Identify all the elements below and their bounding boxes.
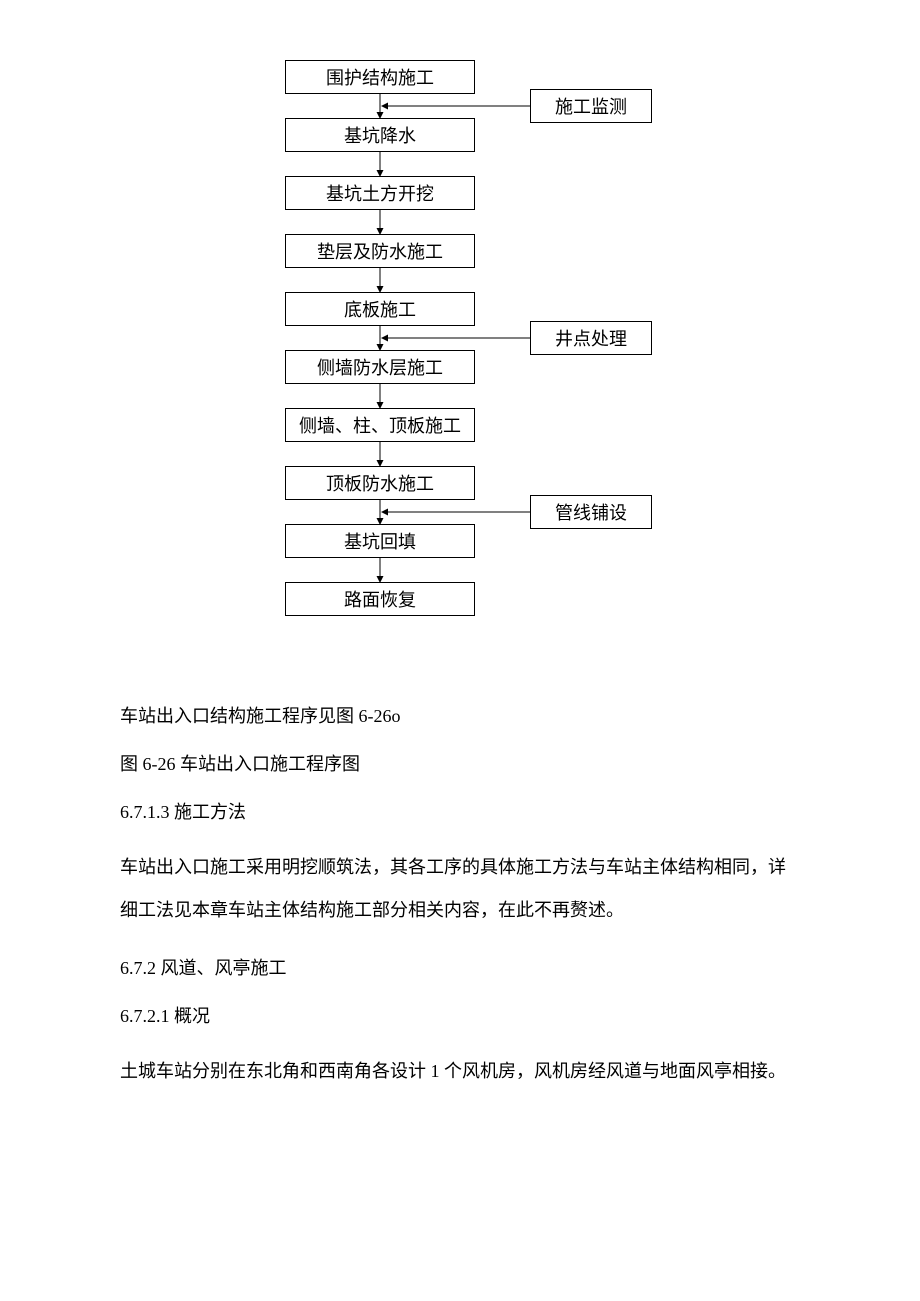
paragraph: 土城车站分别在东北角和西南角各设计 1 个风机房，风机房经风道与地面风亭相接。 [120, 1050, 800, 1093]
flow-side-node-label: 井点处理 [555, 325, 627, 351]
paragraph: 车站出入口结构施工程序见图 6-26o [120, 702, 800, 728]
flow-node: 围护结构施工 [285, 60, 475, 94]
flow-node: 侧墙、柱、顶板施工 [285, 408, 475, 442]
flow-node: 基坑回填 [285, 524, 475, 558]
page: 围护结构施工基坑降水基坑土方开挖垫层及防水施工底板施工侧墙防水层施工侧墙、柱、顶… [0, 0, 920, 1156]
section-heading: 6.7.1.3 施工方法 [120, 798, 800, 824]
flow-node: 垫层及防水施工 [285, 234, 475, 268]
paragraph: 车站出入口施工采用明挖顺筑法，其各工序的具体施工方法与车站主体结构相同，详细工法… [120, 846, 800, 932]
flow-node: 路面恢复 [285, 582, 475, 616]
flow-node-label: 侧墙、柱、顶板施工 [299, 412, 461, 438]
flow-node: 基坑土方开挖 [285, 176, 475, 210]
flow-side-node: 管线铺设 [530, 495, 652, 529]
flow-node-label: 基坑土方开挖 [326, 180, 434, 206]
flow-node-label: 顶板防水施工 [326, 470, 434, 496]
flow-node: 基坑降水 [285, 118, 475, 152]
flow-side-node-label: 管线铺设 [555, 499, 627, 525]
section-heading: 6.7.2 风道、风亭施工 [120, 954, 800, 980]
flow-node-label: 侧墙防水层施工 [317, 354, 443, 380]
flow-node: 侧墙防水层施工 [285, 350, 475, 384]
flowchart-region: 围护结构施工基坑降水基坑土方开挖垫层及防水施工底板施工侧墙防水层施工侧墙、柱、顶… [0, 0, 920, 680]
flow-side-node: 施工监测 [530, 89, 652, 123]
flow-node: 顶板防水施工 [285, 466, 475, 500]
flow-side-node-label: 施工监测 [555, 93, 627, 119]
flow-side-node: 井点处理 [530, 321, 652, 355]
flowchart-edges-svg [0, 0, 920, 680]
flow-node-label: 基坑降水 [344, 122, 416, 148]
section-heading: 6.7.2.1 概况 [120, 1002, 800, 1028]
flow-node: 底板施工 [285, 292, 475, 326]
flow-node-label: 基坑回填 [344, 528, 416, 554]
flow-node-label: 底板施工 [344, 296, 416, 322]
flow-node-label: 垫层及防水施工 [317, 238, 443, 264]
flow-node-label: 围护结构施工 [326, 64, 434, 90]
body-text: 车站出入口结构施工程序见图 6-26o 图 6-26 车站出入口施工程序图 6.… [0, 702, 920, 1156]
flow-node-label: 路面恢复 [344, 586, 416, 612]
figure-caption: 图 6-26 车站出入口施工程序图 [120, 750, 800, 776]
